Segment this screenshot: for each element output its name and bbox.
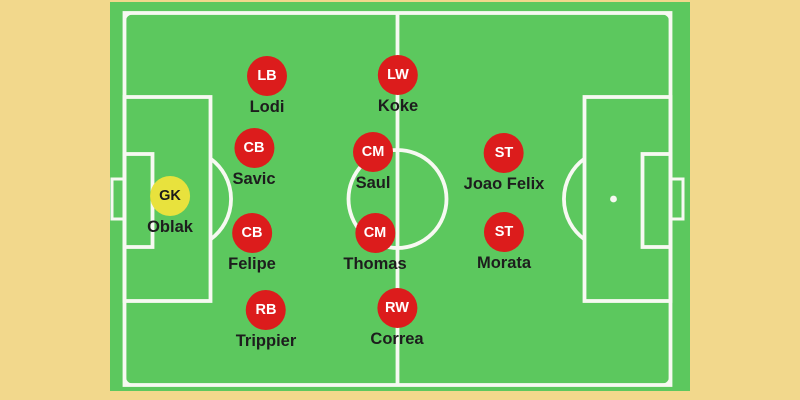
player-marker[interactable]: CB Felipe <box>228 213 276 274</box>
player-name: Morata <box>476 254 532 272</box>
player-name: Oblak <box>147 218 193 236</box>
player-marker[interactable]: CM Saul <box>353 132 393 193</box>
player-position-badge: LW <box>377 55 418 95</box>
player-marker[interactable]: GK Oblak <box>147 176 193 237</box>
player-position-badge: ST <box>484 212 524 252</box>
player-position-badge: CM <box>354 213 395 253</box>
player-position-badge: ST <box>483 133 524 173</box>
player-name: Thomas <box>343 255 407 273</box>
player-position-badge: CM <box>353 132 393 172</box>
player-position-badge: LB <box>247 56 287 96</box>
player-marker[interactable]: CM Thomas <box>343 213 407 274</box>
player-name: Trippier <box>235 332 297 350</box>
player-position-badge: CB <box>232 213 272 253</box>
player-name: Savic <box>232 170 276 188</box>
player-name: Saul <box>355 174 391 192</box>
player-marker[interactable]: RB Trippier <box>235 290 297 351</box>
player-marker[interactable]: ST Joao Felix <box>463 133 545 194</box>
player-marker[interactable]: LB Lodi <box>247 56 287 117</box>
player-name: Koke <box>377 97 419 115</box>
player-position-badge: RB <box>245 290 286 330</box>
player-marker[interactable]: LW Koke <box>378 55 418 116</box>
player-marker[interactable]: ST Morata <box>477 212 531 273</box>
player-name: Felipe <box>228 255 276 273</box>
player-position-badge: CB <box>234 128 274 168</box>
player-name: Joao Felix <box>463 175 545 193</box>
player-name: Correa <box>370 330 424 348</box>
player-position-badge: GK <box>149 176 190 216</box>
player-marker[interactable]: CB Savic <box>232 128 276 189</box>
player-name: Lodi <box>249 98 285 116</box>
player-marker[interactable]: RW Correa <box>370 288 424 349</box>
player-position-badge: RW <box>376 288 417 328</box>
